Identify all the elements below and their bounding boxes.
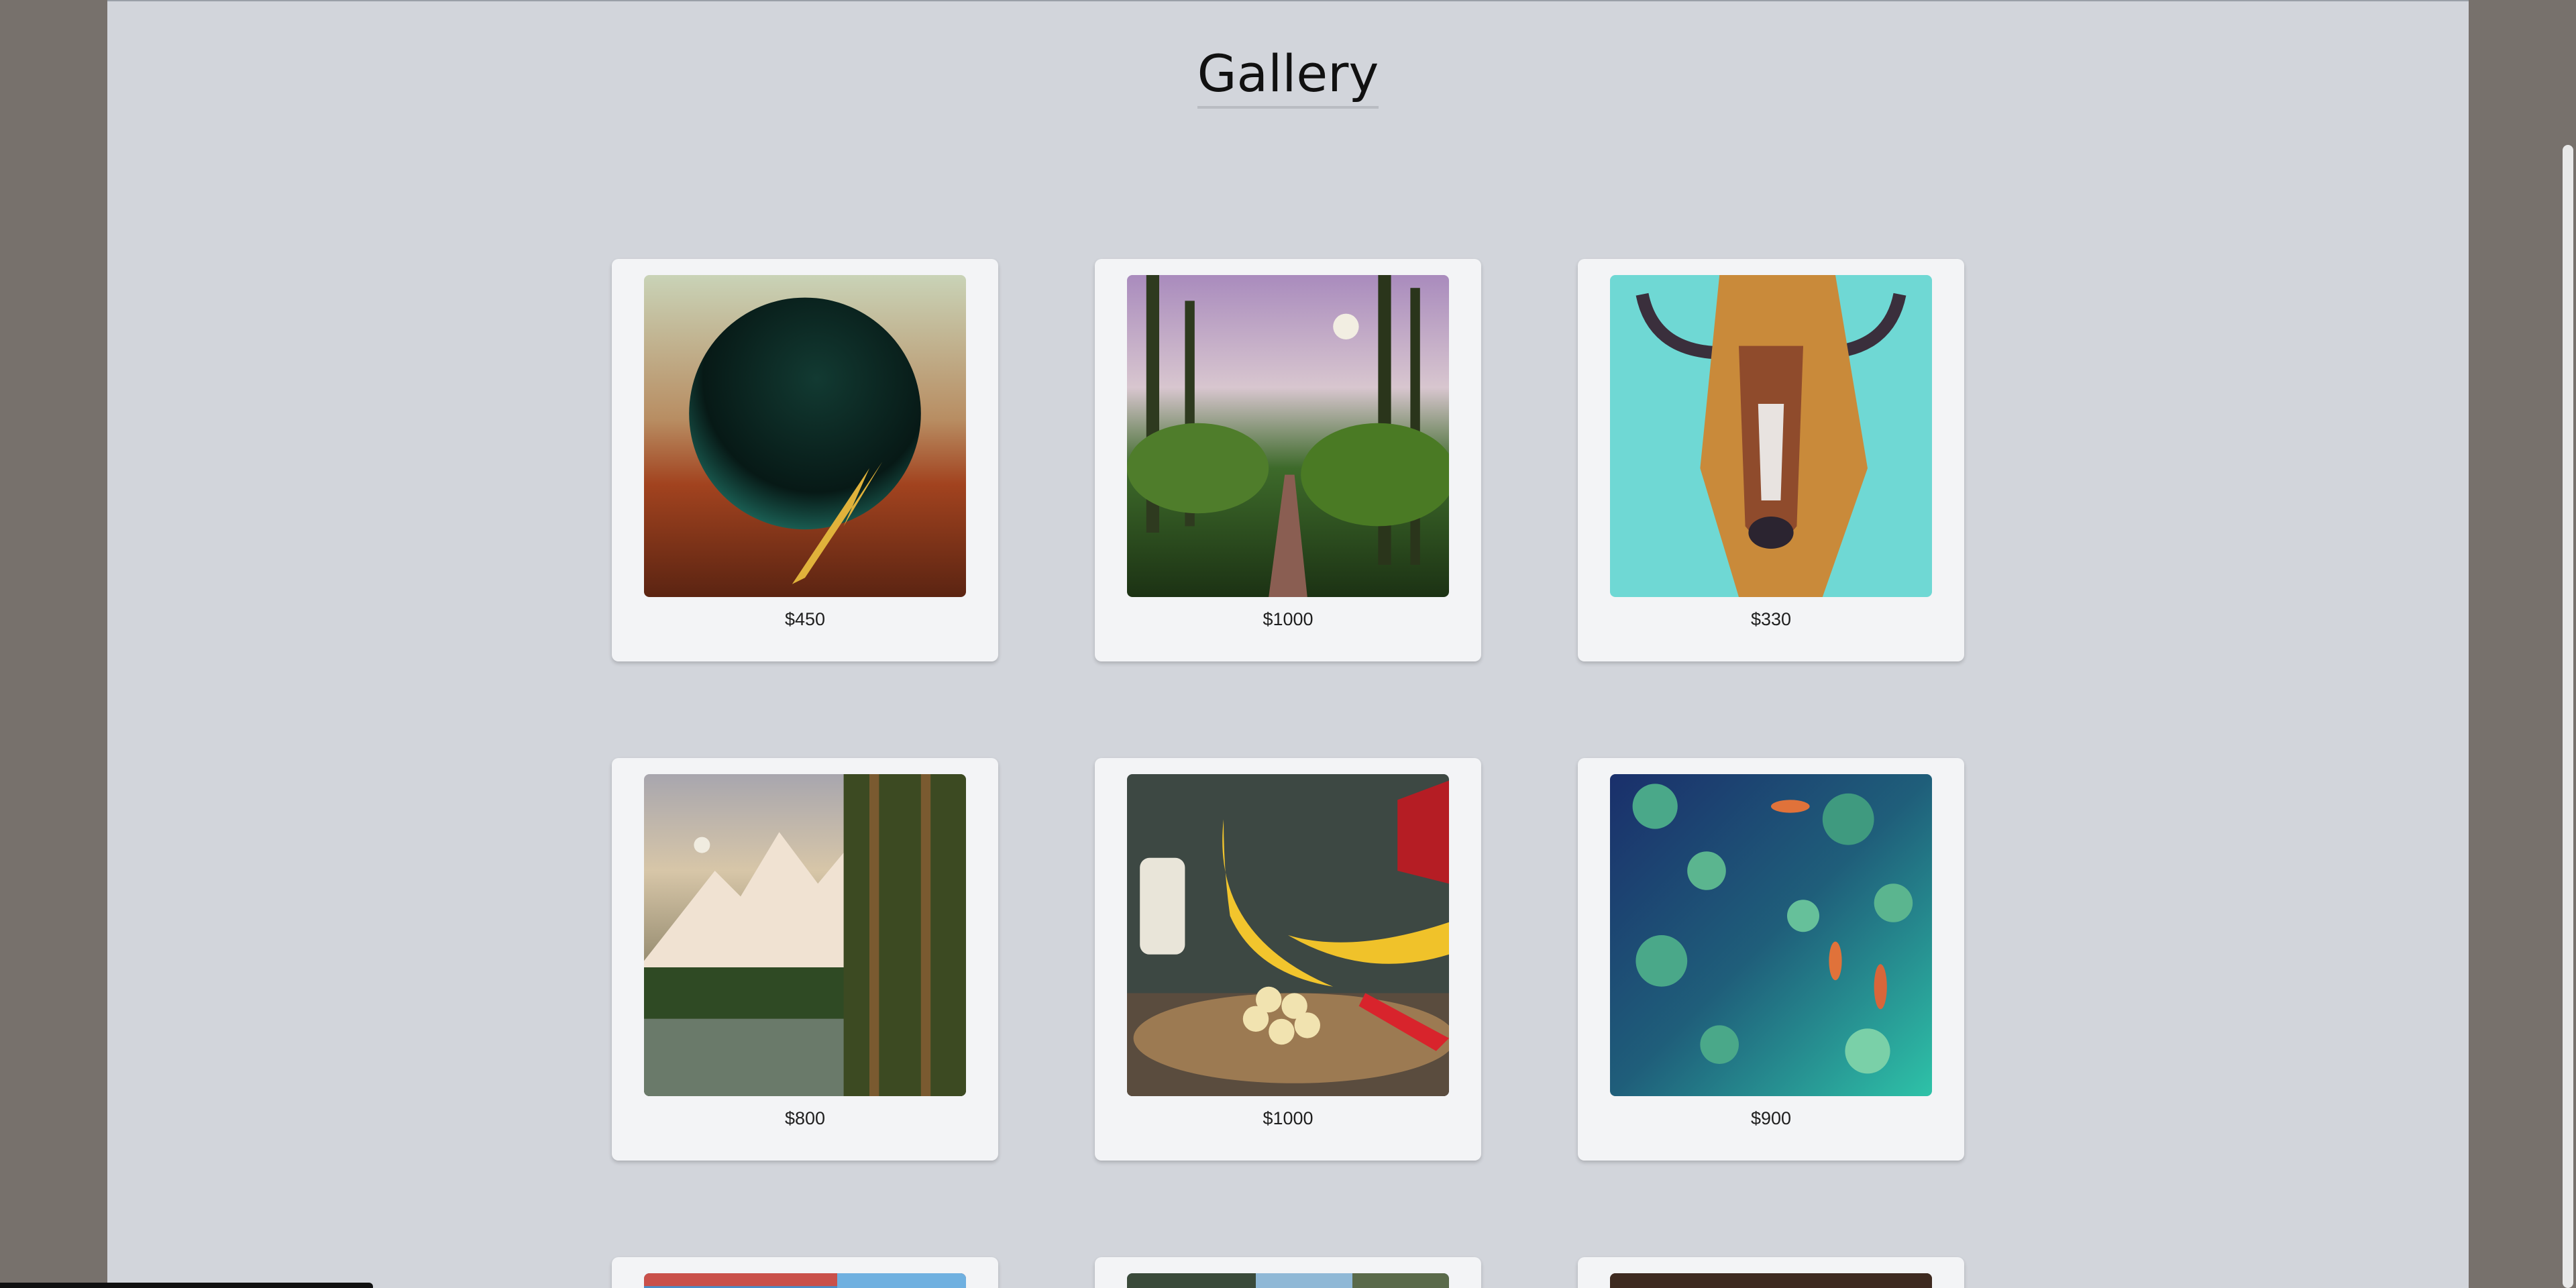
artwork-image[interactable] (644, 1273, 966, 1288)
gallery-card[interactable]: $330 (1578, 259, 1964, 661)
page-title: Gallery (107, 43, 2469, 109)
gallery-card[interactable] (1095, 1257, 1481, 1288)
taskbar-edge (0, 1283, 373, 1288)
price-label: $800 (784, 1108, 826, 1128)
scrollbar[interactable] (2560, 0, 2576, 1288)
gallery-card[interactable] (612, 1257, 998, 1288)
artwork-image[interactable] (1127, 1273, 1449, 1288)
gallery-card[interactable]: $1000 (1095, 758, 1481, 1161)
mountain-lake-painting[interactable] (644, 774, 966, 1096)
gallery-card[interactable]: $450 (612, 259, 998, 661)
artwork-image[interactable] (1610, 1273, 1932, 1288)
dark-sphere-painting[interactable] (644, 275, 966, 597)
gallery-card[interactable]: $800 (612, 758, 998, 1161)
price-label: $330 (1750, 609, 1792, 629)
gallery-page: Gallery (107, 0, 2469, 1288)
bananas-photo[interactable] (1127, 774, 1449, 1096)
scroll-thumb[interactable] (2563, 145, 2573, 1288)
price-label: $900 (1750, 1108, 1792, 1128)
forest-path-painting[interactable] (1127, 275, 1449, 597)
price-label: $1000 (1263, 609, 1313, 629)
koi-pond-painting[interactable] (1610, 774, 1932, 1096)
gallery-card[interactable]: $900 (1578, 758, 1964, 1161)
longhorn-bull-painting[interactable] (1610, 275, 1932, 597)
gallery-card[interactable] (1578, 1257, 1964, 1288)
price-label: $450 (784, 609, 826, 629)
price-label: $1000 (1263, 1108, 1313, 1128)
gallery-card[interactable]: $1000 (1095, 259, 1481, 661)
